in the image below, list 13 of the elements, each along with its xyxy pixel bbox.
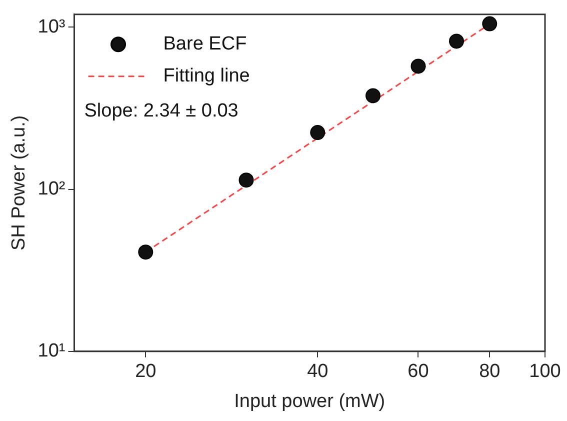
y-tick-label: 10²: [38, 178, 66, 200]
x-tick-label: 40: [307, 361, 328, 382]
x-axis-title: Input power (mW): [234, 390, 386, 412]
x-tick-label: 100: [529, 361, 561, 382]
x-tick-label: 20: [135, 361, 156, 382]
annotation: Slope: 2.34 ± 0.03: [84, 100, 238, 122]
x-tick-label: 80: [479, 361, 500, 382]
legend-label: Bare ECF: [163, 34, 247, 55]
y-axis-title: SH Power (a.u.): [8, 115, 30, 250]
legend-label: Fitting line: [163, 66, 250, 87]
y-tick-label: 10¹: [38, 340, 66, 362]
y-tick-label: 10³: [38, 16, 66, 38]
x-tick-label: 60: [408, 361, 429, 382]
